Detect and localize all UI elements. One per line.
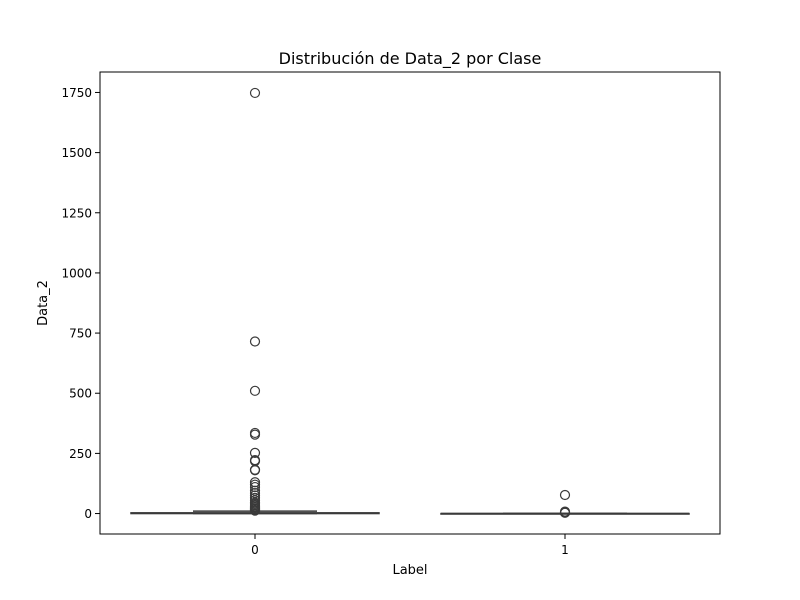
y-tick-label: 0	[84, 507, 92, 521]
y-axis-label: Data_2	[36, 280, 51, 326]
outlier-point	[249, 336, 261, 347]
outlier-point	[249, 87, 261, 99]
x-tick-label: 1	[561, 543, 569, 557]
outlier-point	[249, 385, 261, 396]
outlier-point	[249, 465, 261, 476]
boxes-group	[130, 87, 690, 518]
outlier-point	[559, 489, 571, 501]
y-tick-label: 1500	[61, 146, 92, 160]
x-axis-label: Label	[392, 563, 427, 578]
x-tick-label: 0	[251, 543, 259, 557]
outlier-point	[249, 487, 261, 499]
y-tick-label: 250	[69, 447, 92, 461]
outlier-point	[249, 505, 261, 516]
chart-title: Distribución de Data_2 por Clase	[279, 49, 542, 69]
box-group-1	[440, 489, 690, 518]
outlier-point	[249, 485, 261, 496]
box-group-0	[130, 87, 380, 516]
plot-area-frame	[99, 71, 721, 535]
outlier-point	[559, 507, 571, 518]
y-tick-label: 1000	[61, 266, 92, 280]
y-tick-label: 1750	[61, 86, 92, 100]
y-axis: 0 250 500 750 1000 1250 1500 1750	[61, 86, 100, 521]
y-tick-label: 500	[69, 387, 92, 401]
outlier-point	[249, 429, 261, 440]
y-tick-label: 750	[69, 327, 92, 341]
outlier-point	[249, 447, 261, 459]
y-tick-label: 1250	[61, 206, 92, 220]
